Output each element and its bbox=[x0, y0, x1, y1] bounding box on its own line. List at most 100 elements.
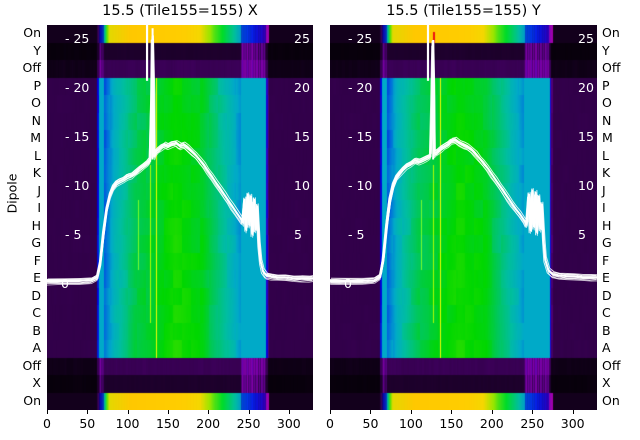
category-tick-d-15: D bbox=[31, 287, 41, 303]
inner-ytick-mirror-right-25: 25 bbox=[578, 31, 594, 46]
category-tick-c-16: C bbox=[32, 305, 41, 321]
inner-ytick-right-15: - 15 bbox=[348, 129, 373, 144]
inner-ytick-left-0: 0 bbox=[61, 276, 69, 291]
inner-ytick-right-0: 0 bbox=[344, 276, 352, 291]
category-tick-on-21: On bbox=[23, 392, 41, 408]
inner-ytick-mirror-left-10: 10 bbox=[294, 178, 310, 193]
category-tick-h-11: H bbox=[31, 217, 41, 233]
category-tick-c-16: C bbox=[602, 305, 611, 321]
x-tick-mark-right-50 bbox=[370, 410, 372, 414]
category-tick-g-12: G bbox=[602, 235, 612, 251]
x-tick-mark-left-250 bbox=[248, 410, 250, 414]
category-tick-f-13: F bbox=[33, 252, 41, 268]
x-tick-mark-right-300 bbox=[572, 410, 574, 414]
category-tick-y-1: Y bbox=[602, 42, 610, 58]
category-tick-off-2: Off bbox=[22, 60, 41, 76]
category-tick-f-13: F bbox=[602, 252, 610, 268]
category-tick-p-3: P bbox=[602, 77, 610, 93]
category-tick-y-1: Y bbox=[33, 42, 41, 58]
category-tick-g-12: G bbox=[31, 235, 41, 251]
inner-ytick-mirror-left-20: 20 bbox=[294, 80, 310, 95]
x-tick-mark-right-0 bbox=[330, 410, 331, 414]
category-tick-j-9: J bbox=[37, 182, 41, 198]
category-tick-m-6: M bbox=[30, 130, 41, 146]
category-tick-o-4: O bbox=[31, 95, 41, 111]
panel-title-y: 15.5 (Tile155=155) Y bbox=[386, 3, 541, 19]
panel-title-x: 15.5 (Tile155=155) X bbox=[102, 3, 258, 19]
category-tick-on-0: On bbox=[23, 25, 41, 41]
x-tick-label-left-0: 0 bbox=[43, 416, 51, 431]
x-tick-label-right-0: 0 bbox=[326, 416, 334, 431]
x-tick-label-right-100: 100 bbox=[398, 416, 423, 431]
x-tick-mark-left-0 bbox=[47, 410, 48, 414]
x-tick-mark-left-50 bbox=[87, 410, 89, 414]
category-tick-d-15: D bbox=[602, 287, 612, 303]
category-tick-n-5: N bbox=[31, 112, 41, 128]
category-tick-a-18: A bbox=[32, 340, 41, 356]
inner-ytick-right-5: - 5 bbox=[348, 227, 365, 242]
category-tick-x-20: X bbox=[602, 375, 611, 391]
x-tick-label-left-100: 100 bbox=[115, 416, 140, 431]
x-tick-label-left-50: 50 bbox=[79, 416, 96, 431]
inner-ytick-right-10: - 10 bbox=[348, 178, 373, 193]
x-tick-label-right-150: 150 bbox=[439, 416, 464, 431]
category-tick-m-6: M bbox=[602, 130, 613, 146]
x-tick-mark-right-250 bbox=[532, 410, 534, 414]
category-tick-o-4: O bbox=[602, 95, 612, 111]
category-tick-l-7: L bbox=[602, 147, 609, 163]
x-tick-label-right-50: 50 bbox=[362, 416, 379, 431]
inner-ytick-mirror-left-25: 25 bbox=[294, 31, 310, 46]
inner-ytick-mirror-right-10: 10 bbox=[578, 178, 594, 193]
category-tick-x-20: X bbox=[32, 375, 41, 391]
category-tick-k-8: K bbox=[32, 165, 41, 181]
x-tick-mark-right-200 bbox=[491, 410, 493, 414]
category-tick-on-0: On bbox=[602, 25, 620, 41]
category-tick-e-14: E bbox=[602, 270, 610, 286]
inner-ytick-mirror-left-15: 15 bbox=[294, 129, 310, 144]
x-tick-mark-left-300 bbox=[288, 410, 290, 414]
category-tick-on-21: On bbox=[602, 392, 620, 408]
category-tick-b-17: B bbox=[32, 322, 41, 338]
x-tick-label-right-250: 250 bbox=[520, 416, 545, 431]
inner-ytick-mirror-right-15: 15 bbox=[578, 129, 594, 144]
x-tick-mark-left-150 bbox=[167, 410, 169, 414]
inner-ytick-mirror-left-5: 5 bbox=[294, 227, 302, 242]
x-tick-label-left-300: 300 bbox=[276, 416, 301, 431]
inner-ytick-left-20: - 20 bbox=[65, 80, 90, 95]
inner-ytick-mirror-right-20: 20 bbox=[578, 80, 594, 95]
category-tick-l-7: L bbox=[34, 147, 41, 163]
category-axis-left: On Y Off P O N M L K J I H G F E D C B A Off X On bbox=[0, 25, 44, 410]
category-tick-e-14: E bbox=[33, 270, 41, 286]
category-tick-off-19: Off bbox=[602, 357, 621, 373]
inner-ytick-left-10: - 10 bbox=[65, 178, 90, 193]
plot-panel-x[interactable] bbox=[47, 25, 313, 410]
x-tick-label-left-250: 250 bbox=[236, 416, 261, 431]
x-tick-label-left-150: 150 bbox=[155, 416, 180, 431]
inner-ytick-right-25: - 25 bbox=[348, 31, 373, 46]
x-tick-mark-right-100 bbox=[410, 410, 412, 414]
x-tick-mark-right-150 bbox=[451, 410, 453, 414]
inner-ytick-mirror-right-5: 5 bbox=[578, 227, 586, 242]
category-tick-p-3: P bbox=[33, 77, 41, 93]
inner-ytick-right-20: - 20 bbox=[348, 80, 373, 95]
category-tick-n-5: N bbox=[602, 112, 612, 128]
category-tick-k-8: K bbox=[602, 165, 611, 181]
category-tick-off-19: Off bbox=[22, 357, 41, 373]
category-tick-i-10: I bbox=[37, 200, 41, 216]
category-tick-b-17: B bbox=[602, 322, 611, 338]
x-tick-mark-left-100 bbox=[127, 410, 129, 414]
x-tick-label-left-200: 200 bbox=[196, 416, 221, 431]
inner-ytick-left-25: - 25 bbox=[65, 31, 90, 46]
category-tick-off-2: Off bbox=[602, 60, 621, 76]
x-tick-label-right-300: 300 bbox=[560, 416, 585, 431]
category-tick-j-9: J bbox=[602, 182, 606, 198]
category-tick-h-11: H bbox=[602, 217, 612, 233]
category-tick-a-18: A bbox=[602, 340, 611, 356]
inner-ytick-left-5: - 5 bbox=[65, 227, 82, 242]
inner-ytick-left-15: - 15 bbox=[65, 129, 90, 144]
x-tick-mark-left-200 bbox=[208, 410, 210, 414]
x-tick-label-right-200: 200 bbox=[479, 416, 504, 431]
category-tick-i-10: I bbox=[602, 200, 606, 216]
category-axis-right: On Y Off P O N M L K J I H G F E D C B A Off X On bbox=[598, 25, 640, 410]
